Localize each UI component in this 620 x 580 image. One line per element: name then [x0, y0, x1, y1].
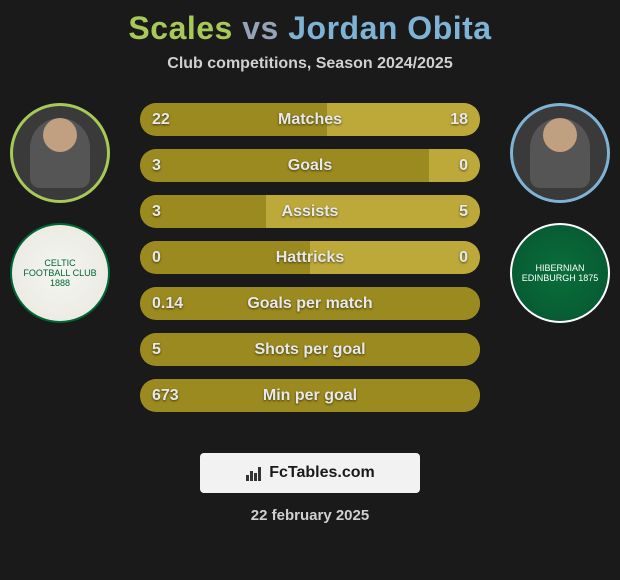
stat-value-right: 0: [459, 149, 468, 182]
vs-separator: vs: [242, 10, 279, 46]
stat-bar: 673Min per goal: [140, 379, 480, 412]
stat-bar: 22Matches18: [140, 103, 480, 136]
player1-column: CELTIC FOOTBALL CLUB 1888: [5, 103, 115, 323]
footer-date: 22 february 2025: [0, 507, 620, 524]
player2-column: HIBERNIAN EDINBURGH 1875: [505, 103, 615, 323]
stat-label: Assists: [140, 195, 480, 228]
stat-value-right: 5: [459, 195, 468, 228]
stat-bar: 5Shots per goal: [140, 333, 480, 366]
stat-bar: 0Hattricks0: [140, 241, 480, 274]
player1-club-badge: CELTIC FOOTBALL CLUB 1888: [10, 223, 110, 323]
comparison-content: CELTIC FOOTBALL CLUB 1888 HIBERNIAN EDIN…: [0, 103, 620, 433]
player2-avatar: [510, 103, 610, 203]
player1-name: Scales: [128, 10, 232, 46]
stat-bar: 3Goals0: [140, 149, 480, 182]
player-silhouette-icon: [30, 118, 90, 188]
stat-bars: 22Matches183Goals03Assists50Hattricks00.…: [140, 103, 480, 412]
player1-avatar: [10, 103, 110, 203]
player2-club-badge: HIBERNIAN EDINBURGH 1875: [510, 223, 610, 323]
comparison-title: Scales vs Jordan Obita: [0, 0, 620, 47]
stat-label: Min per goal: [140, 379, 480, 412]
stat-bar: 3Assists5: [140, 195, 480, 228]
stat-label: Matches: [140, 103, 480, 136]
stat-label: Goals: [140, 149, 480, 182]
stat-label: Goals per match: [140, 287, 480, 320]
stat-value-right: 0: [459, 241, 468, 274]
player2-name: Jordan Obita: [288, 10, 491, 46]
stat-label: Shots per goal: [140, 333, 480, 366]
stat-label: Hattricks: [140, 241, 480, 274]
stat-bar: 0.14Goals per match: [140, 287, 480, 320]
stat-value-right: 18: [450, 103, 468, 136]
brand-footer: FcTables.com: [200, 453, 420, 493]
chart-icon: [245, 464, 263, 482]
player-silhouette-icon: [530, 118, 590, 188]
subtitle: Club competitions, Season 2024/2025: [0, 55, 620, 73]
brand-text: FcTables.com: [269, 464, 375, 482]
